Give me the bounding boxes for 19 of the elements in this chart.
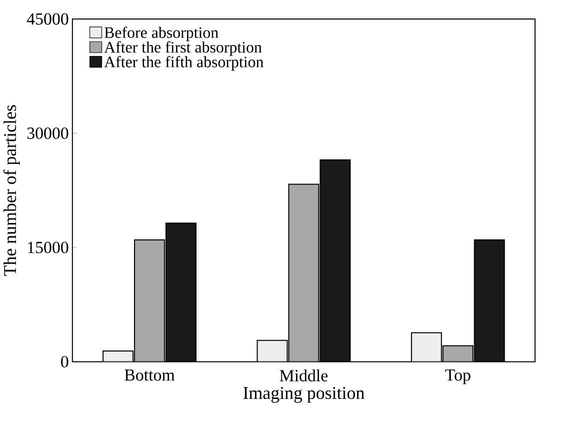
y-tick-label: 45000 <box>26 13 68 25</box>
legend-label: Before absorption <box>104 26 218 42</box>
legend-label: After the first absorption <box>104 41 262 56</box>
bar <box>288 184 320 362</box>
x-tick-label: Bottom <box>124 370 175 381</box>
y-tick-label: 0 <box>61 356 68 368</box>
bar <box>410 332 442 362</box>
y-axis-title: The number of particles <box>3 105 20 276</box>
x-tick-label: Top <box>445 370 470 384</box>
bar <box>442 345 474 362</box>
bar <box>474 240 505 362</box>
x-axis-title: Imaging position <box>243 387 364 403</box>
x-tick-label: Middle <box>280 370 328 382</box>
y-tick-label: 15000 <box>28 242 68 254</box>
bar <box>166 222 196 362</box>
bar <box>320 160 351 362</box>
legend-label: After the fifth absorption <box>104 56 264 71</box>
bar <box>134 240 165 362</box>
y-tick-label: 30000 <box>27 128 68 140</box>
